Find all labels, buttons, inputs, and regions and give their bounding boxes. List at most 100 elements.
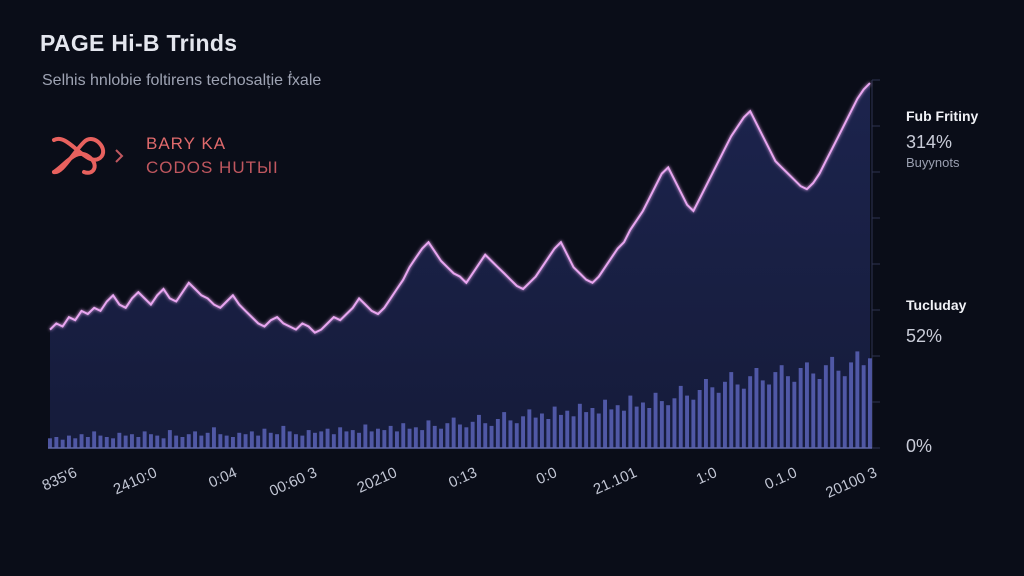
volume-bar	[212, 427, 216, 448]
volume-bar	[199, 435, 204, 448]
volume-bar	[622, 410, 626, 448]
volume-bar	[773, 372, 778, 448]
volume-bar	[67, 435, 71, 448]
volume-bar	[281, 425, 286, 448]
volume-bar	[849, 362, 853, 448]
volume-bar	[559, 414, 563, 448]
volume-bar	[205, 432, 210, 448]
volume-bar	[420, 430, 425, 448]
volume-bar	[287, 431, 292, 448]
right-top-caption: Buyynots	[906, 155, 960, 170]
volume-bar	[54, 437, 59, 448]
volume-bar	[596, 413, 601, 448]
x-tick-label: 835'6	[40, 464, 80, 494]
volume-bar	[300, 435, 305, 448]
volume-bar	[603, 399, 607, 448]
volume-bar	[458, 424, 462, 448]
volume-bar	[376, 428, 380, 448]
volume-bar	[628, 395, 633, 448]
volume-bar	[830, 356, 835, 448]
volume-bar	[432, 425, 437, 448]
volume-bar	[464, 427, 469, 448]
volume-bar	[735, 384, 740, 448]
volume-bar	[413, 427, 418, 448]
volume-bar	[748, 376, 753, 448]
volume-bar	[451, 417, 456, 448]
volume-bar	[313, 432, 317, 448]
page-title: PAGE Hi-B Trinds	[40, 30, 238, 56]
volume-bar	[111, 438, 115, 448]
volume-bar	[495, 419, 500, 448]
volume-bar	[369, 431, 374, 448]
right-axis	[871, 79, 880, 449]
volume-bar	[155, 435, 160, 448]
volume-bar	[193, 431, 197, 448]
x-tick-label: 0:13	[446, 464, 480, 491]
brand-line-2: CODOS HUTЫI	[146, 158, 279, 177]
volume-bar	[395, 431, 399, 448]
volume-bar	[754, 368, 759, 448]
page-subtitle: Selhis hnlobie foltirens techosalție ḟxa…	[42, 72, 322, 89]
volume-bar	[167, 430, 172, 448]
volume-bar	[161, 438, 166, 448]
volume-bar	[855, 351, 860, 448]
volume-bar	[401, 423, 406, 448]
volume-bar	[546, 419, 551, 448]
volume-bar	[382, 430, 387, 448]
x-tick-label: 21.101	[591, 464, 640, 498]
volume-bar	[678, 385, 683, 448]
volume-bar	[571, 416, 576, 448]
volume-bar	[331, 434, 336, 448]
volume-bar	[685, 395, 689, 448]
volume-bar	[729, 372, 734, 448]
volume-bar	[249, 431, 254, 448]
x-tick-label: 1:0	[694, 464, 720, 488]
volume-bar	[552, 406, 557, 448]
volume-bar	[641, 402, 645, 448]
right-mid-value: 52%	[906, 326, 943, 346]
volume-bar	[540, 413, 544, 448]
volume-bar	[470, 421, 475, 448]
volume-bar	[237, 432, 242, 448]
volume-bar	[445, 423, 450, 448]
volume-bar	[653, 392, 658, 448]
volume-bar	[426, 420, 431, 448]
volume-bar	[514, 423, 519, 448]
volume-bar	[344, 431, 349, 448]
volume-bar	[868, 358, 872, 448]
volume-bar	[666, 405, 671, 448]
volume-bar	[697, 390, 702, 448]
volume-bar	[85, 437, 90, 448]
volume-bar	[798, 368, 803, 448]
volume-bar	[142, 431, 147, 448]
volume-bar	[79, 434, 84, 448]
volume-bar	[48, 438, 52, 448]
volume-bar	[716, 392, 721, 448]
volume-bar	[527, 409, 532, 448]
volume-bar	[60, 439, 65, 448]
volume-bar	[723, 381, 727, 448]
volume-bar	[294, 434, 298, 448]
volume-bar	[262, 428, 267, 448]
right-top-value: 314%	[906, 132, 953, 152]
volume-bar	[483, 423, 488, 448]
volume-bar	[521, 416, 525, 448]
volume-bar	[767, 384, 771, 448]
volume-bar	[92, 431, 97, 448]
volume-bar	[149, 434, 153, 448]
trend-area	[50, 83, 870, 448]
volume-bar	[319, 431, 324, 448]
x-tick-label: 0:04	[206, 464, 240, 491]
volume-bar	[130, 434, 134, 448]
x-tick-label: 2410:0	[111, 464, 160, 498]
volume-bar	[792, 381, 797, 448]
volume-bar	[268, 432, 273, 448]
volume-bar	[407, 428, 412, 448]
right-mid-label: Tucluday	[906, 297, 967, 313]
volume-bar	[489, 425, 494, 448]
volume-bar	[634, 406, 639, 448]
volume-bar	[180, 437, 185, 448]
volume-bar	[691, 399, 696, 448]
volume-bar	[533, 417, 538, 448]
